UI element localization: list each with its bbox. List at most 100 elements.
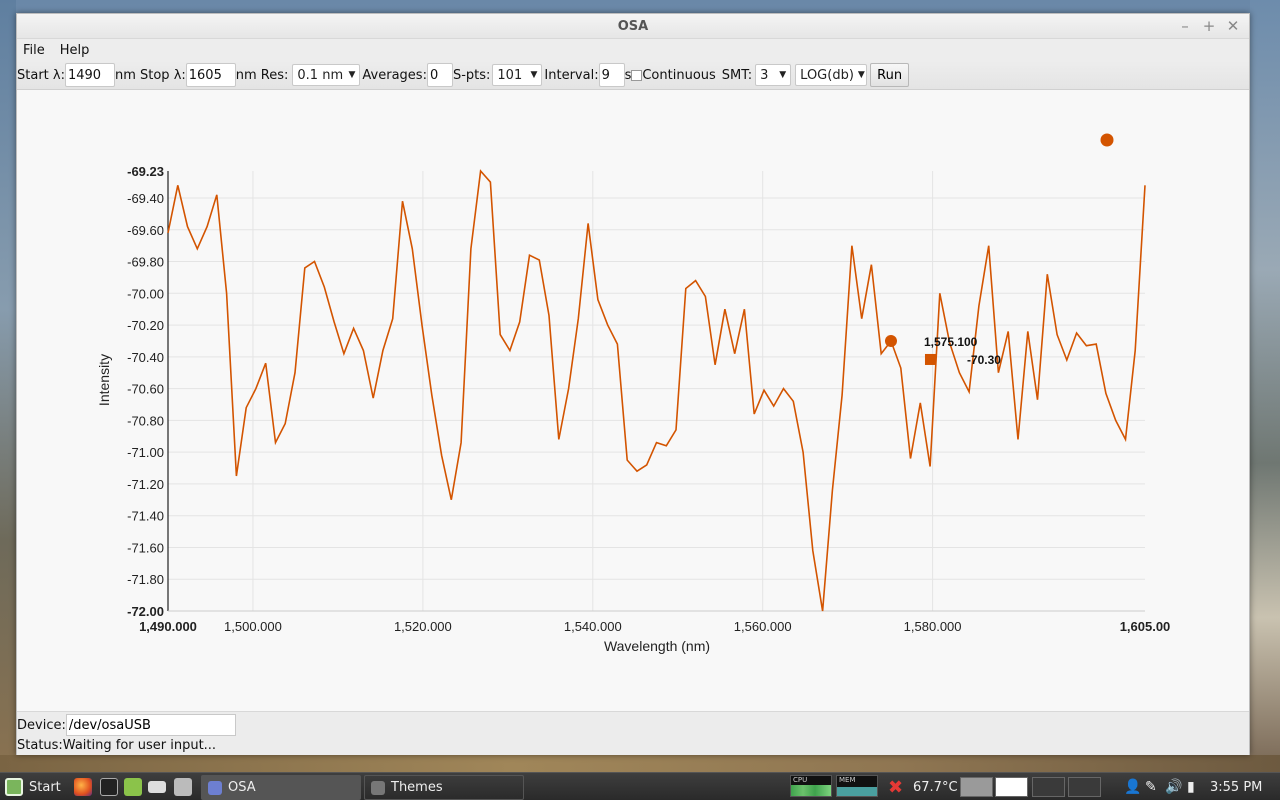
y-axis-label: Intensity	[96, 354, 112, 406]
resolution-value: 0.1 nm	[297, 67, 344, 83]
terminal-icon	[100, 778, 118, 796]
desktop-wallpaper-bottom	[0, 755, 1280, 772]
scale-value: LOG(db)	[800, 67, 854, 83]
cpu-label: CPU	[793, 776, 808, 784]
network-icon[interactable]: ✎	[1145, 779, 1157, 795]
memory-graph	[837, 787, 877, 796]
y-tick-label: -70.80	[127, 413, 164, 428]
resolution-select[interactable]: 0.1 nm ▼	[292, 64, 361, 86]
error-icon[interactable]: ✖	[888, 776, 904, 798]
x-axis-label: Wavelength (nm)	[604, 638, 710, 654]
folder-icon	[124, 778, 142, 796]
continuous-label: Continuous	[642, 67, 716, 83]
y-tick-label: -69.23	[127, 164, 164, 179]
keyboard-launcher[interactable]	[148, 773, 166, 800]
workspace-1[interactable]	[960, 777, 993, 797]
y-tick-label: -70.00	[127, 286, 164, 301]
tooltip-y-value: -70.30	[967, 353, 1001, 367]
task-themes[interactable]: Themes	[364, 775, 524, 800]
chart-area: -69.23 -69.40 -69.60 -69.80 -70.00 -70.20 -70.…	[17, 90, 1249, 711]
files-launcher[interactable]	[124, 773, 142, 800]
dropdown-arrow-icon: ▼	[779, 70, 787, 80]
dropdown-arrow-icon: ▼	[530, 70, 538, 80]
y-tick-label: -70.60	[127, 382, 164, 397]
x-tick-label: 1,580.000	[904, 619, 962, 634]
y-tick-label: -71.40	[127, 509, 164, 524]
continuous-checkbox[interactable]	[631, 69, 643, 81]
spts-value: 101	[497, 67, 523, 83]
maximize-button[interactable]: +	[1202, 17, 1216, 35]
memory-label: MEM	[839, 776, 856, 784]
window-title: OSA	[617, 19, 649, 34]
terminal-launcher[interactable]	[100, 773, 118, 800]
spts-select[interactable]: 101 ▼	[492, 64, 543, 86]
stop-wavelength-input[interactable]	[185, 63, 236, 87]
camera-icon	[174, 778, 192, 796]
device-label: Device:	[17, 717, 66, 733]
chart-grid	[168, 171, 1145, 611]
user-icon[interactable]: 👤	[1124, 779, 1142, 795]
dropdown-arrow-icon: ▼	[857, 70, 865, 80]
resolution-label: nm Res:	[235, 67, 289, 83]
spectrum-chart[interactable]: -69.23 -69.40 -69.60 -69.80 -70.00 -70.20 -70.…	[17, 90, 1249, 711]
desktop-wallpaper-left	[0, 0, 16, 772]
hover-point-marker[interactable]	[884, 334, 897, 347]
battery-icon[interactable]: ▮	[1187, 779, 1195, 795]
tooltip-x-value: 1,575.100	[924, 335, 978, 349]
clock[interactable]: 3:55 PM	[1210, 779, 1263, 795]
x-tick-label: 1,520.000	[394, 619, 452, 634]
stop-wavelength-label: nm Stop λ:	[114, 67, 186, 83]
cpu-meter: CPU	[790, 775, 832, 797]
y-axis-ticks: -69.23 -69.40 -69.60 -69.80 -70.00 -70.20 -70.…	[127, 164, 164, 619]
app-window-icon	[208, 780, 222, 795]
mint-logo-icon	[5, 778, 23, 796]
run-button[interactable]: Run	[870, 63, 910, 87]
y-tick-label: -69.60	[127, 223, 164, 238]
status-bar: Device: Status:Waiting for user input...	[17, 711, 1249, 755]
smt-label: SMT:	[721, 67, 753, 83]
y-tick-label: -70.40	[127, 350, 164, 365]
y-tick-label: -71.20	[127, 477, 164, 492]
scale-select[interactable]: LOG(db) ▼	[795, 64, 868, 86]
smt-value: 3	[760, 67, 769, 83]
screenshot-launcher[interactable]	[174, 773, 192, 800]
firefox-launcher[interactable]	[74, 773, 92, 800]
legend-marker	[1100, 133, 1114, 147]
y-tick-label: -71.80	[127, 572, 164, 587]
close-button[interactable]: ✕	[1226, 17, 1240, 35]
start-wavelength-input[interactable]	[64, 63, 115, 87]
y-tick-label: -69.40	[127, 191, 164, 206]
minimize-button[interactable]: –	[1181, 17, 1189, 35]
start-menu-button[interactable]: Start	[5, 773, 61, 800]
task-osa[interactable]: OSA	[201, 775, 361, 800]
spts-label: S-pts:	[452, 67, 491, 83]
averages-input[interactable]	[426, 63, 453, 87]
task-osa-label: OSA	[228, 780, 256, 795]
status-text: Status:Waiting for user input...	[17, 738, 217, 753]
workspace-3[interactable]	[1032, 777, 1065, 797]
temperature-readout: 67.7°C	[913, 779, 958, 795]
smt-select[interactable]: 3 ▼	[755, 64, 792, 86]
x-tick-label: 1,540.000	[564, 619, 622, 634]
menu-file[interactable]: File	[23, 42, 45, 58]
workspace-2[interactable]	[995, 777, 1028, 797]
x-tick-label: 1,490.000	[139, 619, 197, 634]
osa-window: OSA – + ✕ File Help Start λ: nm Stop λ: …	[16, 13, 1250, 755]
series-layer	[167, 133, 1146, 612]
interval-input[interactable]	[598, 63, 625, 87]
y-tick-label: -71.00	[127, 445, 164, 460]
intensity-series-line[interactable]	[167, 169, 1146, 612]
volume-icon[interactable]: 🔊	[1165, 779, 1183, 795]
tooltip-color-swatch	[924, 353, 936, 365]
workspace-4[interactable]	[1068, 777, 1101, 797]
x-tick-label: 1,560.000	[734, 619, 792, 634]
averages-label: Averages:	[362, 67, 427, 83]
interval-label: Interval:	[544, 67, 599, 83]
x-tick-label: 1,500.000	[224, 619, 282, 634]
x-tick-label: 1,605.00	[1120, 619, 1171, 634]
chart-axes	[167, 171, 1145, 612]
toolbar: Start λ: nm Stop λ: nm Res: 0.1 nm ▼ Aver…	[17, 61, 1249, 90]
device-input[interactable]	[65, 714, 236, 736]
menu-help[interactable]: Help	[59, 42, 90, 58]
y-tick-label: -69.80	[127, 255, 164, 270]
